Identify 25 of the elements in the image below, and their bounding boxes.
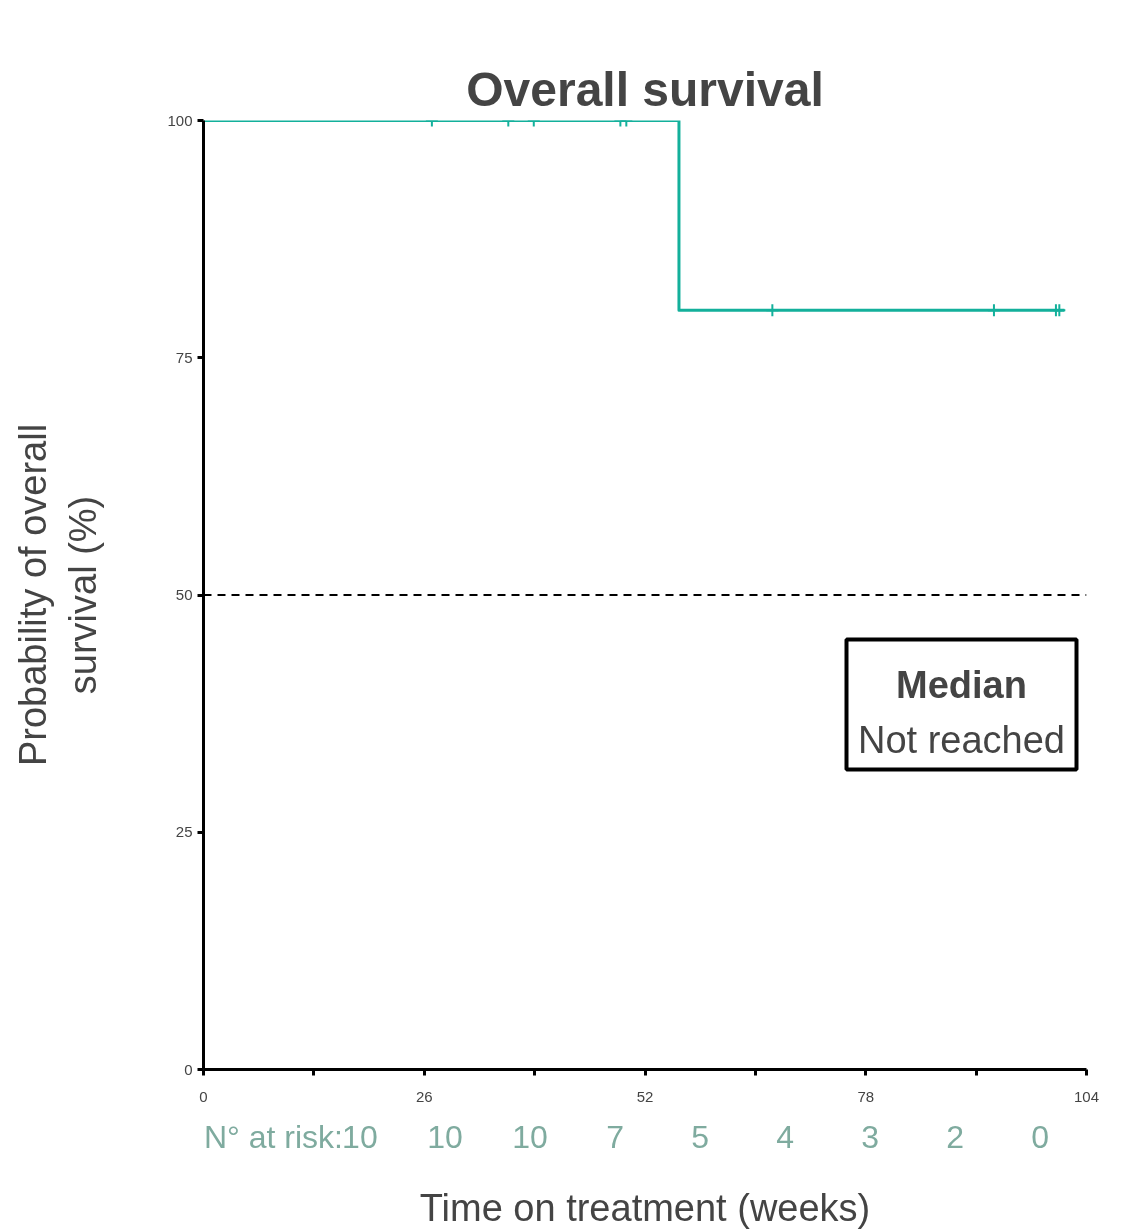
text: 2: [946, 1119, 965, 1156]
y-tick-label: 50: [175, 586, 193, 603]
text: 10: [512, 1119, 548, 1156]
x-tick-label: 78: [857, 1087, 875, 1105]
text: 10: [427, 1119, 463, 1156]
text: 10: [342, 1119, 378, 1156]
x-tick-label: 52: [636, 1087, 654, 1105]
x-tick-label: 0: [199, 1087, 208, 1105]
y-axis-title: Probability of overall survival (%): [12, 423, 105, 767]
x-tick-label: 26: [415, 1087, 433, 1105]
y-tick-label: 0: [184, 1060, 193, 1078]
text: 5: [691, 1119, 709, 1156]
y-tick-label: 25: [175, 823, 193, 841]
text: N° at risk:: [203, 1119, 343, 1156]
y-tick-label: 75: [175, 348, 193, 366]
text: 3: [861, 1119, 880, 1156]
chart-title: Overall survival: [466, 62, 824, 116]
x-axis-title: Time on treatment (weeks): [419, 1186, 871, 1229]
y-tick-label: 100: [167, 111, 193, 129]
x-tick-label: 104: [1073, 1087, 1100, 1105]
text: 4: [776, 1119, 795, 1156]
text: 7: [606, 1119, 624, 1156]
text: 0: [1031, 1119, 1050, 1156]
annotation: Not reached: [857, 718, 1066, 761]
annotation: Median: [896, 663, 1027, 706]
